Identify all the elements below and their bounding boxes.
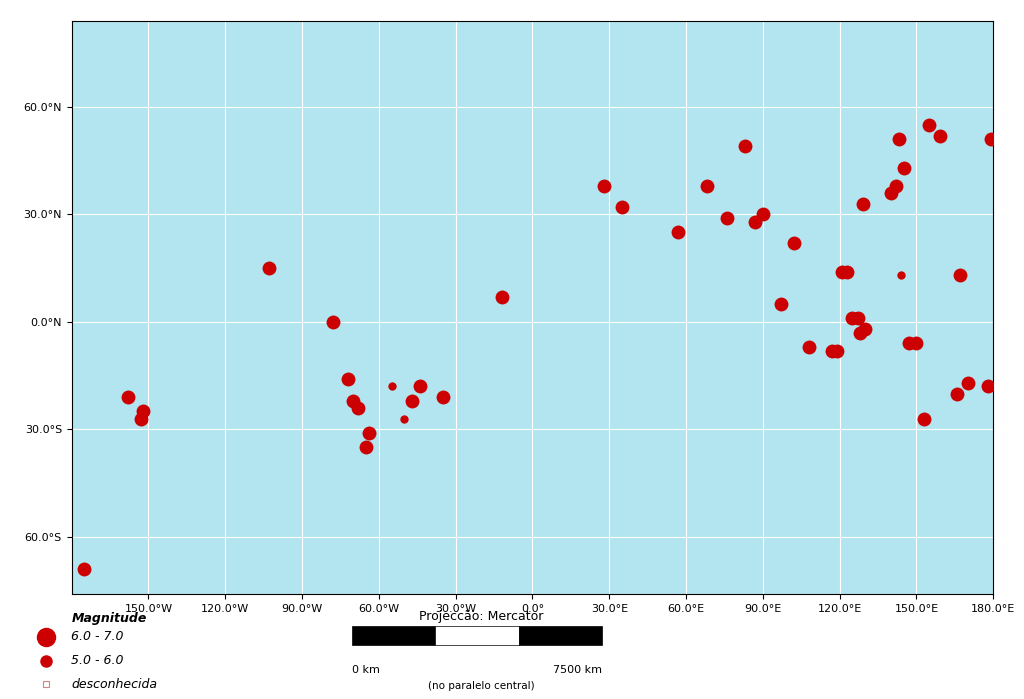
Bar	[435, 626, 518, 644]
Text: 5.0 - 6.0: 5.0 - 6.0	[72, 654, 124, 667]
Text: 6.0 - 7.0: 6.0 - 7.0	[72, 630, 124, 644]
Text: Projeccão: Mercator: Projeccão: Mercator	[419, 610, 544, 623]
Text: (no paralelo central): (no paralelo central)	[428, 681, 535, 691]
Text: Magnitude: Magnitude	[72, 612, 146, 626]
Bar	[352, 626, 435, 644]
Bar	[518, 626, 602, 644]
Text: desconhecida: desconhecida	[72, 677, 158, 691]
Text: 0 km: 0 km	[352, 665, 380, 675]
Text: 7500 km: 7500 km	[553, 665, 602, 675]
